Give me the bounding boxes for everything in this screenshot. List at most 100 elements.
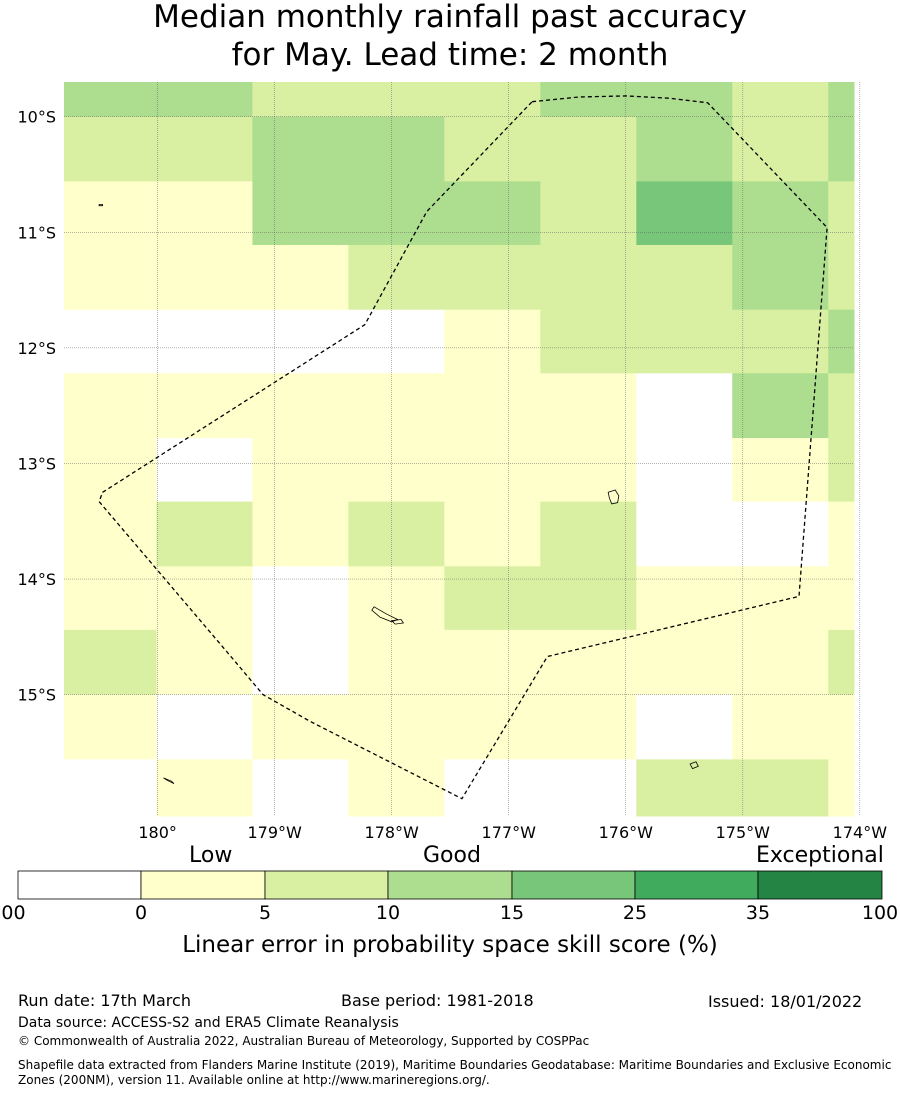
grid-cell xyxy=(444,373,541,439)
grid-cell xyxy=(252,566,349,631)
grid-cell xyxy=(64,438,157,503)
colorbar-tick: 5 xyxy=(258,902,272,924)
lat-lon-gridlines xyxy=(64,82,861,816)
grid-cell xyxy=(732,309,829,374)
grid-cell xyxy=(540,116,637,182)
grid-cell xyxy=(348,629,445,696)
grid-cell xyxy=(156,82,253,118)
eez-boundary-line xyxy=(98,95,828,800)
grid-cell xyxy=(732,566,829,631)
lat-tick-label: 14°S xyxy=(17,570,56,589)
lon-tick-label: 177°W xyxy=(482,823,537,842)
lat-tick-label: 10°S xyxy=(17,108,56,127)
grid-cell xyxy=(64,566,157,631)
grid-cell xyxy=(156,309,253,374)
grid-cell xyxy=(540,694,637,760)
lon-tick-label: 174°W xyxy=(833,823,888,842)
grid-cell xyxy=(540,566,637,631)
grid-cell xyxy=(348,501,445,567)
grid-cell xyxy=(636,629,733,696)
grid-cell xyxy=(636,759,733,817)
grid-cell xyxy=(540,181,637,246)
grid-cell xyxy=(64,694,157,760)
grid-cell xyxy=(252,309,349,374)
base-period: Base period: 1981-2018 xyxy=(341,991,534,1010)
coastlines xyxy=(98,204,699,784)
grid-cell xyxy=(252,629,349,696)
grid-cell xyxy=(732,438,829,503)
grid-cell xyxy=(444,694,541,760)
island-coastline xyxy=(390,619,405,625)
grid-cell xyxy=(828,694,855,760)
grid-cell xyxy=(444,566,541,631)
grid-cell xyxy=(252,244,349,311)
grid-cell xyxy=(540,438,637,503)
grid-cell xyxy=(444,116,541,182)
grid-cell xyxy=(348,566,445,631)
grid-cell xyxy=(444,501,541,567)
colorbar-label: Linear error in probability space skill … xyxy=(182,932,718,958)
grid-cell xyxy=(348,759,445,817)
lat-tick-label: 11°S xyxy=(17,223,56,242)
grid-cell xyxy=(348,116,445,182)
colorbar-category-low: Low xyxy=(189,843,233,868)
colorbar-tick: 25 xyxy=(622,902,648,924)
grid-cell xyxy=(348,438,445,503)
grid-cell xyxy=(64,82,157,118)
grid-cell xyxy=(64,244,157,311)
colorbar-swatch xyxy=(387,870,513,900)
grid-cell xyxy=(828,759,855,817)
grid-cell xyxy=(732,373,829,439)
lon-tick-label: 178°W xyxy=(365,823,420,842)
grid-cell xyxy=(636,501,733,567)
island-coastline xyxy=(371,606,399,623)
grid-cell xyxy=(348,373,445,439)
grid-cell xyxy=(636,82,733,118)
skill-grid-cells xyxy=(64,82,855,817)
grid-cell xyxy=(540,759,637,817)
grid-cell xyxy=(156,566,253,631)
grid-cell xyxy=(828,629,855,696)
grid-cell xyxy=(828,438,855,503)
grid-cell xyxy=(540,309,637,374)
grid-cell xyxy=(156,629,253,696)
grid-cell xyxy=(732,82,829,118)
grid-cell xyxy=(828,82,855,118)
grid-cell xyxy=(636,566,733,631)
island-coastline xyxy=(163,777,175,784)
grid-cell xyxy=(732,244,829,311)
colorbar-swatch xyxy=(634,870,759,900)
grid-cell xyxy=(732,694,829,760)
colorbar-tick: 15 xyxy=(499,902,525,924)
lon-tick-label: 176°W xyxy=(599,823,654,842)
grid-cell xyxy=(156,244,253,311)
lat-tick-label: 12°S xyxy=(17,339,56,358)
colorbar-tick: -100 xyxy=(0,902,26,924)
grid-cell xyxy=(540,629,637,696)
colorbar-tick: 35 xyxy=(745,902,771,924)
grid-cell xyxy=(732,181,829,246)
lon-tick-label: 179°W xyxy=(247,823,302,842)
grid-cell xyxy=(636,694,733,760)
colorbar-category-good: Good xyxy=(423,843,481,868)
grid-cell xyxy=(156,438,253,503)
grid-cell xyxy=(636,116,733,182)
grid-cell xyxy=(252,373,349,439)
grid-cell xyxy=(156,116,253,182)
colorbar-swatch xyxy=(140,870,266,900)
grid-cell xyxy=(348,694,445,760)
grid-cell xyxy=(348,244,445,311)
grid-cell xyxy=(64,759,157,817)
lon-tick-label: 175°W xyxy=(716,823,771,842)
copyright: © Commonwealth of Australia 2022, Austra… xyxy=(18,1034,590,1048)
grid-cell xyxy=(252,438,349,503)
map-title-line-2: for May. Lead time: 2 month xyxy=(231,37,669,73)
grid-cell xyxy=(540,244,637,311)
grid-cell xyxy=(828,181,855,246)
grid-cell xyxy=(444,309,541,374)
grid-cell xyxy=(348,309,445,374)
grid-cell xyxy=(444,82,541,118)
grid-cell xyxy=(252,181,349,246)
island-coastline xyxy=(689,761,699,770)
grid-cell xyxy=(64,116,157,182)
